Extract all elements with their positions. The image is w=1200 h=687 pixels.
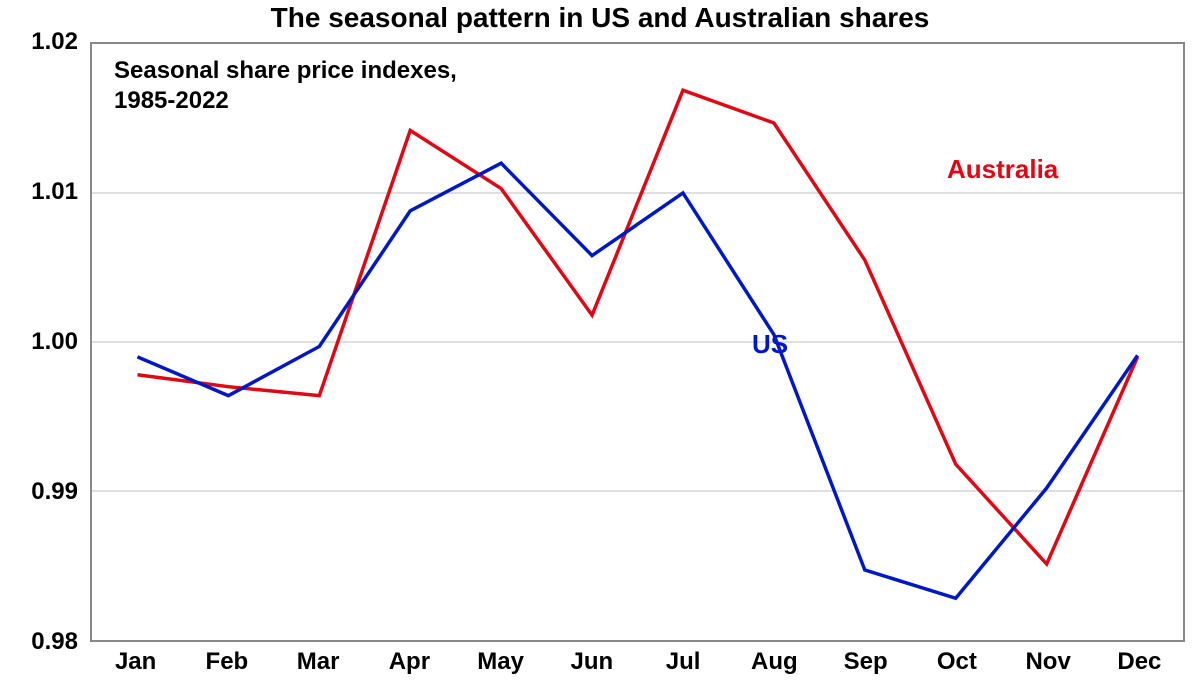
x-tick-label: Sep: [826, 648, 906, 676]
y-tick-label: 1.00: [0, 328, 78, 356]
x-tick-label: Mar: [278, 648, 358, 676]
x-tick-label: Dec: [1099, 648, 1179, 676]
chart-container: The seasonal pattern in US and Australia…: [0, 0, 1200, 687]
x-tick-label: Aug: [734, 648, 814, 676]
x-tick-label: Nov: [1008, 648, 1088, 676]
x-tick-label: May: [461, 648, 541, 676]
x-tick-label: Apr: [369, 648, 449, 676]
grid-lines: [92, 193, 1183, 491]
series-label-australia: Australia: [947, 154, 1058, 185]
y-tick-label: 1.02: [0, 28, 78, 56]
x-tick-label: Jan: [96, 648, 176, 676]
x-tick-label: Jul: [643, 648, 723, 676]
x-tick-label: Oct: [917, 648, 997, 676]
x-tick-label: Jun: [552, 648, 632, 676]
y-tick-label: 0.99: [0, 478, 78, 506]
y-tick-label: 0.98: [0, 628, 78, 656]
chart-title: The seasonal pattern in US and Australia…: [0, 2, 1200, 34]
chart-svg: [92, 44, 1183, 640]
x-tick-label: Feb: [187, 648, 267, 676]
series-label-us: US: [752, 329, 788, 360]
series-line-us: [137, 163, 1137, 598]
y-tick-label: 1.01: [0, 178, 78, 206]
plot-area: Seasonal share price indexes, 1985-2022 …: [90, 42, 1185, 642]
